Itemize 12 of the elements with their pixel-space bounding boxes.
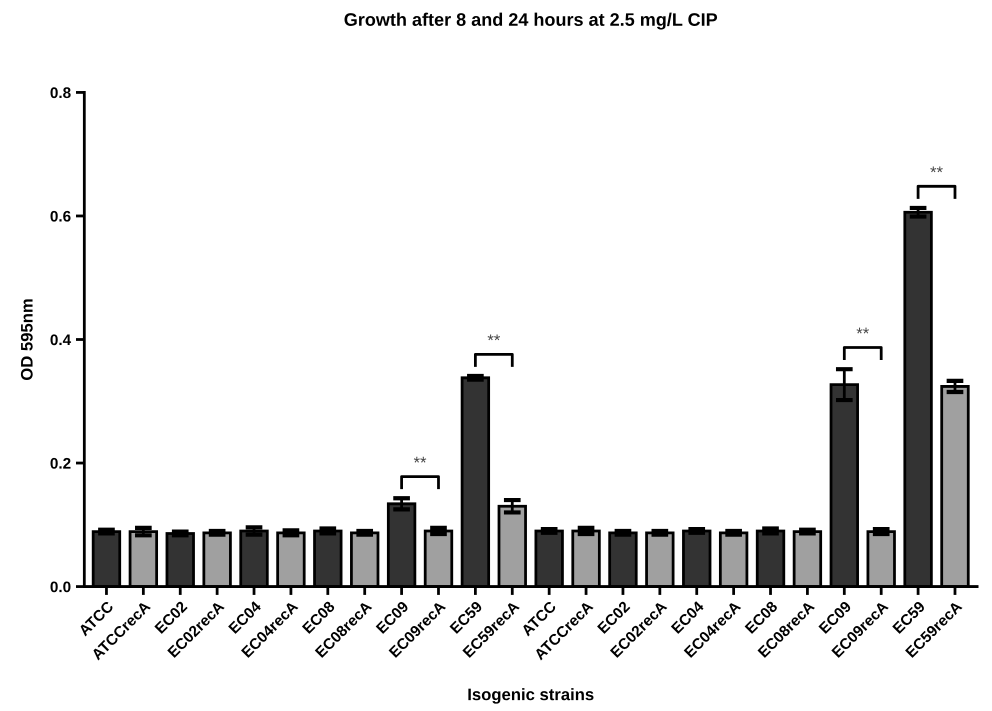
- y-tick-label: 0.8: [50, 87, 71, 98]
- y-tick-label: 0.0: [50, 581, 70, 592]
- annotation: **: [488, 334, 500, 340]
- annotation: **: [930, 166, 943, 172]
- y-tick-label: 0.4: [50, 334, 72, 346]
- y-tick-label: 0.6: [50, 210, 71, 222]
- annotation: **: [856, 328, 869, 334]
- x-axis-title: Isogenic strains: [468, 688, 594, 704]
- annotation: **: [414, 456, 426, 463]
- y-axis-title: OD 595nm: [20, 299, 33, 380]
- chart-title: Growth after 8 and 24 hours at 2.5 mg/L CIP: [344, 12, 718, 30]
- y-tick-label: 0.2: [50, 458, 71, 469]
